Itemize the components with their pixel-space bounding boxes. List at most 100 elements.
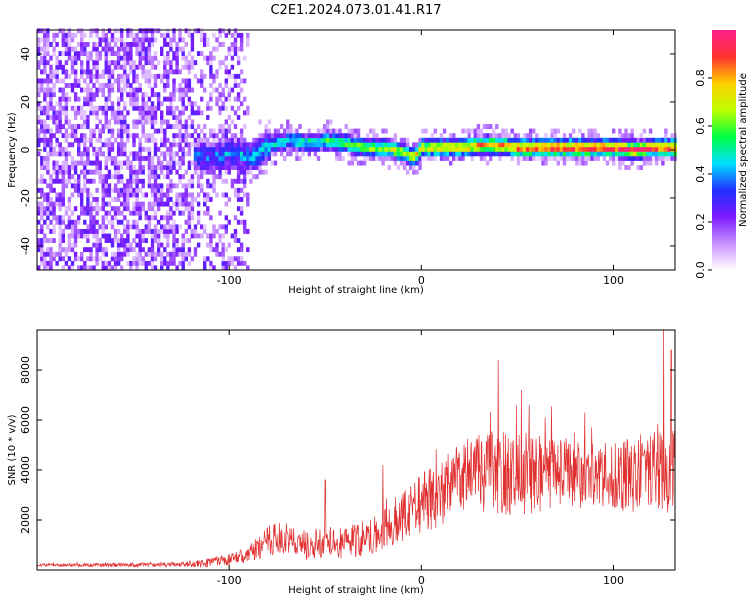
spectrogram-cell — [418, 137, 422, 143]
spectrogram-cell — [196, 210, 201, 216]
spectrogram-cell — [316, 156, 321, 161]
spectrogram-cell — [661, 146, 665, 152]
spectrogram-cell — [215, 96, 219, 102]
spectrogram-cell — [350, 133, 354, 139]
spectrogram-cell — [104, 142, 108, 148]
spectrogram-cell — [273, 160, 278, 166]
spectrogram-cell — [107, 151, 112, 157]
spectrogram-cell — [141, 119, 145, 125]
spectrogram-cell — [156, 192, 161, 198]
spectrogram-cell — [559, 137, 564, 143]
spectrogram-cell — [150, 174, 155, 180]
spectrogram-cell — [200, 128, 204, 134]
spectrogram-cell — [206, 37, 210, 43]
spectrogram-cell — [73, 137, 78, 143]
spectrogram-cell — [49, 133, 53, 139]
spectrogram-cell — [233, 37, 238, 43]
spectrogram-cell — [596, 142, 600, 148]
spectrogram-cell — [160, 197, 164, 202]
spectrogram-cell — [67, 247, 72, 253]
spectrogram-cell — [52, 83, 56, 88]
spectrogram-cell — [209, 151, 213, 157]
spectrogram-cell — [252, 151, 256, 157]
spectrogram-cell — [485, 124, 490, 129]
spectrogram-cell — [627, 133, 631, 139]
spectrogram-cell — [83, 210, 87, 216]
spectrogram-cell — [427, 146, 431, 152]
spectrogram-cell — [215, 137, 219, 143]
spectrogram-cell — [141, 183, 145, 189]
spectrogram-cell — [129, 69, 133, 75]
spectrogram-cell — [449, 160, 453, 166]
spectrogram-cell — [492, 142, 496, 148]
spectrogram-cell — [104, 183, 108, 189]
spectrogram-cell — [77, 219, 81, 225]
spectrogram-cell — [107, 142, 112, 148]
spectrogram-cell — [236, 206, 241, 212]
spectrogram-cell — [83, 46, 87, 52]
spectrogram-cell — [187, 51, 192, 56]
spectrogram-cell — [43, 32, 47, 38]
spectrogram-cell — [95, 156, 99, 161]
spectrogram-cell — [233, 51, 238, 56]
spectrogram-cell — [178, 87, 182, 93]
spectrogram-cell — [175, 206, 179, 212]
spectrogram-cell — [455, 142, 459, 148]
spectrogram-cell — [196, 137, 201, 143]
spectrogram-cell — [482, 133, 487, 139]
spectrogram-cell — [498, 142, 502, 148]
spectrogram-cell — [618, 133, 622, 139]
spectrogram-cell — [418, 156, 422, 161]
spectrogram-cell — [132, 105, 136, 111]
spectrogram-cell — [233, 73, 238, 79]
spectrogram-cell — [664, 142, 668, 148]
spectrogram-cell — [196, 124, 201, 129]
spectrogram-cell — [190, 215, 195, 221]
spectrogram-cell — [67, 178, 72, 184]
spectrogram-cell — [37, 83, 41, 88]
spectrogram-cell — [381, 160, 385, 166]
spectrogram-cell — [602, 156, 607, 161]
spectrogram-cell — [46, 128, 50, 134]
spectrogram-cell — [402, 165, 407, 170]
spectrogram-cell — [120, 124, 124, 129]
spectrogram-cell — [172, 156, 176, 161]
spectrogram-cell — [230, 64, 235, 70]
spectrogram-cell — [135, 174, 139, 180]
spectrogram-cell — [218, 169, 222, 175]
spectrogram-cell — [67, 133, 72, 139]
spectrogram-cell — [406, 137, 410, 143]
spectrogram-cell — [55, 215, 59, 221]
spectrogram-cell — [104, 187, 108, 193]
spectrogram-cell — [590, 142, 594, 148]
spectrogram-cell — [670, 137, 674, 143]
spectrogram-cell — [147, 133, 152, 139]
spectrogram-cell — [175, 265, 179, 271]
spectrogram-cell — [104, 55, 108, 61]
spectrogram-cell — [206, 178, 210, 184]
spectrogram-cell — [310, 142, 314, 148]
spectrogram-cell — [104, 110, 108, 116]
spectrogram-cell — [286, 128, 290, 134]
spectrogram-cell — [123, 247, 127, 253]
spectrogram-cell — [40, 160, 44, 166]
spectrogram-cell — [218, 251, 222, 257]
spectrogram-cell — [64, 96, 69, 102]
spectrogram-cell — [236, 178, 241, 184]
spectrogram-cell — [187, 142, 192, 148]
spectrogram-cell — [89, 28, 93, 34]
spectrogram-cell — [399, 146, 404, 152]
spectrogram-cell — [184, 256, 188, 262]
spectrogram-cell — [64, 251, 69, 257]
spectrogram-cell — [298, 124, 302, 129]
spectrogram-cell — [498, 137, 502, 143]
spectrogram-cell — [70, 192, 75, 198]
spectrogram-cell — [150, 160, 155, 166]
spectrogram-cell — [624, 165, 628, 170]
spectrogram-cell — [61, 169, 65, 175]
spectrogram-cell — [390, 156, 394, 161]
spectrogram-cell — [70, 37, 75, 43]
spectrogram-cell — [184, 55, 188, 61]
spectrogram-cell — [639, 137, 643, 143]
spectrogram-cell — [64, 37, 69, 43]
